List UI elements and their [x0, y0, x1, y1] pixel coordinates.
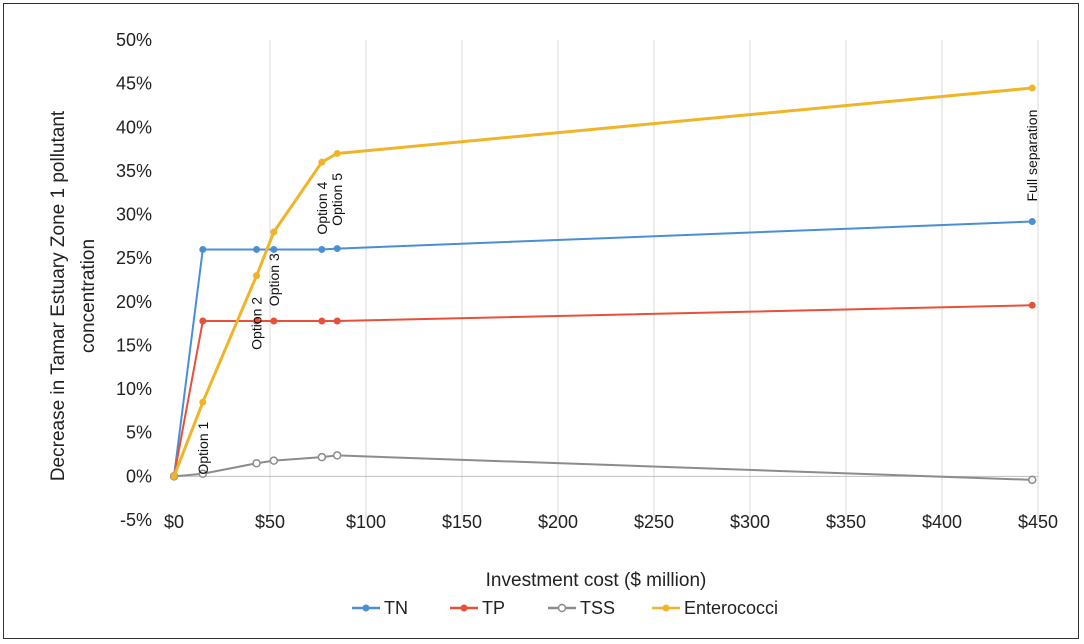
y-tick-label: 50%	[116, 30, 152, 50]
annotation-label: Full separation	[1024, 110, 1040, 202]
x-axis-title: Investment cost ($ million)	[486, 570, 707, 591]
y-tick-label: 25%	[116, 248, 152, 268]
y-tick-label: 35%	[116, 161, 152, 181]
y-tick-label: 0%	[126, 466, 152, 486]
legend-label-enterococci: Enterococci	[684, 598, 778, 618]
point-enterococci	[199, 398, 207, 406]
y-tick-label: 10%	[116, 379, 152, 399]
x-tick-label: $100	[346, 512, 386, 532]
series-line-tn	[173, 220, 1033, 477]
x-tick-label: $300	[730, 512, 770, 532]
point-tss	[252, 459, 261, 468]
annotation-label: Option 5	[329, 173, 345, 226]
y-axis-title-line2: concentration	[78, 239, 99, 353]
legend-label-tn: TN	[384, 598, 408, 618]
point-enterococci	[253, 272, 261, 280]
x-tick-label: $150	[442, 512, 482, 532]
legend-marker-enterococci	[662, 604, 670, 612]
point-tn	[253, 245, 261, 253]
y-tick-label: 15%	[116, 335, 152, 355]
point-enterococci	[170, 472, 178, 480]
x-tick-label: $200	[538, 512, 578, 532]
point-tp	[199, 317, 207, 325]
series-line-tp	[173, 304, 1033, 477]
point-tp	[270, 317, 278, 325]
point-tss	[198, 469, 208, 478]
y-tick-labels: -5% 0% 5% 10% 15% 20% 25% 30% 35% 40% 45% 50%	[116, 30, 152, 530]
grid	[174, 40, 1039, 520]
y-axis-title-line1: Decrease in Tamar Estuary Zone 1 polluta…	[48, 110, 69, 481]
x-tick-labels: $0 $50 $100 $150 $200 $250 $300 $350 $400 $450	[164, 512, 1058, 532]
annotation-label: Option 4	[314, 181, 330, 234]
x-tick-label: $50	[255, 512, 285, 532]
point-tn	[199, 245, 207, 253]
annotation-label: Option 3	[266, 253, 282, 306]
point-tn	[270, 245, 278, 253]
point-enterococci	[333, 149, 341, 157]
point-tss	[1027, 475, 1037, 485]
y-tick-label: 5%	[126, 423, 152, 443]
point-enterococci	[1028, 84, 1036, 92]
legend-marker-tss	[557, 603, 567, 613]
chart-frame	[3, 3, 1079, 639]
point-tss	[269, 456, 279, 465]
point-tn	[1028, 218, 1036, 226]
series-line-enterococci	[172, 86, 1033, 477]
point-tp	[253, 317, 261, 325]
y-tick-label: 30%	[116, 205, 152, 225]
annotation-label: Option 1	[195, 421, 211, 474]
legend: TN TP TSS Enterococci	[352, 598, 778, 618]
y-tick-label: 20%	[116, 292, 152, 312]
y-tick-label: -5%	[120, 510, 152, 530]
legend-marker-tn	[362, 604, 370, 612]
point-tn	[333, 245, 341, 253]
point-tn	[318, 245, 326, 253]
annotation-label: Option 2	[249, 297, 265, 350]
point-tp	[1028, 301, 1036, 309]
point-tp	[333, 317, 341, 325]
point-tp	[318, 317, 326, 325]
y-tick-label: 40%	[116, 117, 152, 137]
x-tick-label: $0	[164, 512, 184, 532]
y-tick-label: 45%	[116, 74, 152, 94]
point-tss	[317, 452, 327, 462]
legend-label-tp: TP	[482, 598, 505, 618]
x-tick-label: $350	[826, 512, 866, 532]
point-tss	[332, 451, 342, 460]
series-lines	[169, 84, 1037, 485]
x-tick-label: $400	[922, 512, 962, 532]
legend-label-tss: TSS	[580, 598, 615, 618]
legend-marker-tp	[460, 604, 468, 612]
x-tick-label: $250	[634, 512, 674, 532]
point-enterococci	[318, 158, 326, 166]
x-tick-label: $450	[1018, 512, 1058, 532]
point-enterococci	[270, 228, 278, 236]
